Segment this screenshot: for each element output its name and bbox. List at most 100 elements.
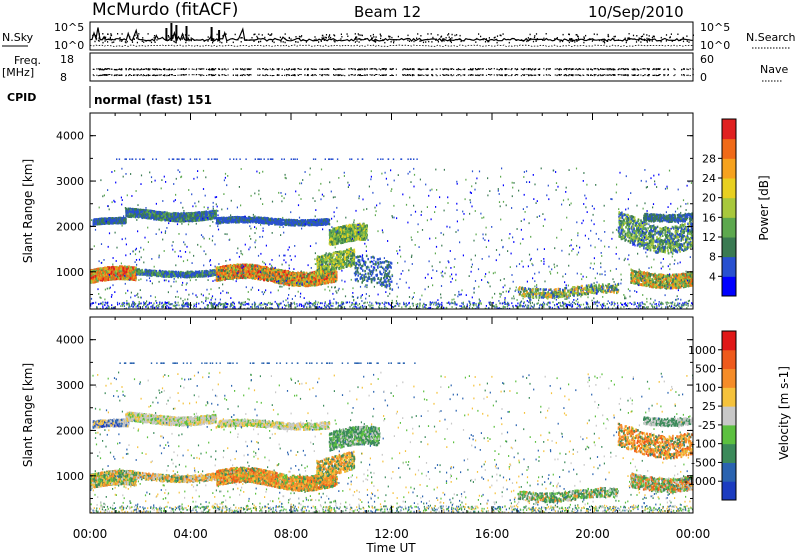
freq-point	[464, 68, 466, 70]
noise-point	[240, 41, 242, 43]
frequency-panel: Freq. [MHz] 18 8 60 0 Nave	[2, 52, 788, 84]
data-cell	[181, 213, 184, 216]
nave-point	[111, 74, 113, 76]
data-cell	[138, 209, 141, 212]
freq-point	[104, 68, 107, 70]
noise-point	[107, 33, 109, 35]
nave-point	[457, 74, 459, 76]
noise-point	[389, 35, 391, 38]
freq-point	[353, 68, 355, 70]
freq-point	[656, 68, 658, 70]
freq-point	[403, 68, 405, 70]
noise-point	[132, 38, 135, 40]
nave-point	[113, 75, 115, 77]
nave-point	[456, 75, 458, 77]
freq-point	[293, 68, 296, 70]
data-cell	[142, 213, 145, 217]
nave-point	[241, 75, 244, 77]
freq-point	[442, 69, 444, 71]
freq-point	[375, 68, 377, 70]
data-cell	[94, 218, 97, 222]
freq-point	[333, 68, 335, 70]
data-cell	[268, 221, 271, 224]
freq-point	[526, 68, 528, 70]
nave-point	[590, 74, 592, 75]
nave-point	[648, 74, 650, 76]
noise-point	[256, 35, 258, 38]
data-cell	[306, 220, 308, 223]
nave-point	[109, 74, 111, 75]
freq-point	[139, 69, 141, 71]
nave-point	[405, 74, 407, 76]
freq-point	[99, 68, 101, 70]
freq-point	[361, 68, 363, 70]
data-cell	[127, 207, 130, 211]
nave-point	[528, 74, 530, 76]
nave-point	[692, 74, 694, 76]
nave-point	[583, 74, 585, 76]
data-cell	[141, 210, 144, 213]
noise-point	[607, 35, 610, 38]
noise-point	[222, 35, 224, 37]
nave-point	[154, 75, 156, 77]
freq-left-tick-top: 18	[60, 53, 74, 66]
freq-point	[264, 69, 266, 71]
data-cell	[95, 220, 98, 224]
nave-point	[389, 75, 391, 76]
frequency-traces	[92, 68, 694, 77]
data-cell	[217, 219, 219, 222]
nave-point	[644, 74, 646, 76]
nave-point	[648, 74, 650, 75]
data-cell	[110, 220, 112, 223]
noise-point	[370, 35, 372, 37]
noise-point	[325, 34, 328, 36]
freq-point	[570, 68, 572, 70]
noise-point	[104, 40, 106, 42]
noise-point	[356, 36, 358, 38]
data-cell	[147, 211, 150, 214]
data-cell	[118, 218, 121, 221]
noise-point	[356, 40, 358, 42]
nave-point	[179, 74, 181, 76]
data-cell	[200, 213, 203, 217]
noise-point	[628, 33, 630, 35]
noise-point	[570, 38, 572, 40]
nave-point	[408, 74, 410, 76]
nave-point	[477, 75, 479, 77]
noise-point	[535, 33, 538, 35]
nave-point	[653, 74, 655, 76]
noise-point	[556, 37, 558, 39]
data-cell	[204, 216, 206, 219]
noise-point	[571, 38, 573, 40]
data-cell	[359, 228, 361, 231]
freq-point	[618, 68, 620, 70]
noise-point	[445, 37, 447, 39]
nave-point	[106, 74, 108, 76]
nave-point	[565, 74, 567, 76]
nave-point	[517, 74, 519, 76]
noise-point	[603, 38, 605, 41]
data-cell	[198, 217, 201, 220]
noise-point	[651, 40, 653, 42]
data-cell	[207, 217, 209, 221]
freq-point	[262, 68, 265, 70]
freq-point	[193, 68, 195, 70]
nave-point	[369, 74, 371, 76]
noise-point	[257, 37, 259, 39]
noise-point	[374, 40, 376, 43]
noise-point	[417, 33, 419, 35]
freq-point	[516, 69, 518, 71]
data-cell	[177, 217, 179, 220]
data-cell	[103, 220, 105, 223]
nave-point	[591, 75, 593, 76]
freq-point	[636, 68, 638, 70]
noise-point	[451, 37, 453, 39]
data-cell	[152, 216, 155, 219]
data-cell	[157, 218, 160, 221]
noise-point	[598, 39, 601, 42]
nave-point	[638, 74, 640, 76]
nave-point	[164, 74, 166, 76]
station-title: McMurdo (fitACF)	[92, 0, 238, 20]
noise-point	[133, 38, 135, 40]
